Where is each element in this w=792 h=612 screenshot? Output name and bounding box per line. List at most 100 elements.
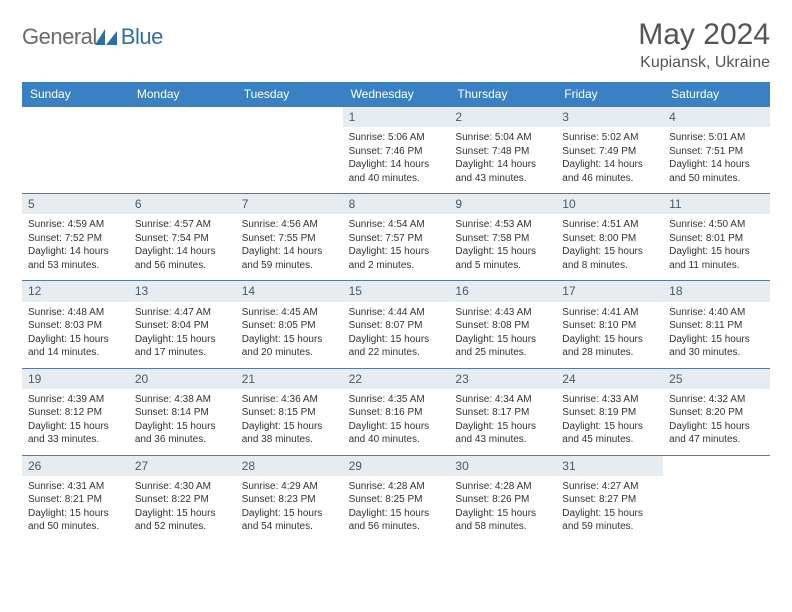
calendar-cell: 25Sunrise: 4:32 AMSunset: 8:20 PMDayligh… — [663, 368, 770, 455]
day-number: 3 — [556, 107, 663, 127]
sunset-line: Sunset: 8:14 PM — [135, 406, 230, 420]
day-number: 17 — [556, 281, 663, 301]
calendar-cell-empty — [236, 106, 343, 193]
daylight-line: Daylight: 15 hours and 2 minutes. — [349, 245, 444, 272]
daylight-line: Daylight: 15 hours and 43 minutes. — [455, 420, 550, 447]
calendar-cell: 23 Sunrise: 4:34 AMSunset: 8:17 PMDayligh… — [449, 368, 556, 455]
calendar-cell: 5Sunrise: 4:59 AMSunset: 7:52 PMDaylight… — [22, 193, 129, 280]
sunrise-line: Sunrise: 4:51 AM — [562, 218, 657, 232]
weekday-header: Thursday — [449, 82, 556, 106]
sunset-line: Sunset: 8:20 PM — [669, 406, 764, 420]
weekday-header: Sunday — [22, 82, 129, 106]
sunset-line: Sunset: 8:23 PM — [242, 493, 337, 507]
sunset-line: Sunset: 8:25 PM — [349, 493, 444, 507]
calendar-cell: 13Sunrise: 4:47 AMSunset: 8:04 PMDayligh… — [129, 280, 236, 367]
sunset-line: Sunset: 8:17 PM — [455, 406, 550, 420]
daylight-line: Daylight: 15 hours and 28 minutes. — [562, 333, 657, 360]
day-number: 9 — [449, 194, 556, 214]
daylight-line: Daylight: 15 hours and 8 minutes. — [562, 245, 657, 272]
day-number: 26 — [22, 456, 129, 476]
day-number: 19 — [22, 369, 129, 389]
day-number: 28 — [236, 456, 343, 476]
day-number: 4 — [663, 107, 770, 127]
calendar-cell: 27Sunrise: 4:30 AMSunset: 8:22 PMDayligh… — [129, 455, 236, 542]
weekday-header: Tuesday — [236, 82, 343, 106]
daylight-line: Daylight: 15 hours and 38 minutes. — [242, 420, 337, 447]
calendar-cell: 24Sunrise: 4:33 AMSunset: 8:19 PMDayligh… — [556, 368, 663, 455]
sunrise-line: Sunrise: 4:34 AM — [455, 393, 550, 407]
sunrise-line: Sunrise: 4:39 AM — [28, 393, 123, 407]
daylight-line: Daylight: 14 hours and 59 minutes. — [242, 245, 337, 272]
sunrise-line: Sunrise: 4:53 AM — [455, 218, 550, 232]
daylight-line: Daylight: 15 hours and 59 minutes. — [562, 507, 657, 534]
daylight-line: Daylight: 15 hours and 58 minutes. — [455, 507, 550, 534]
sunset-line: Sunset: 8:12 PM — [28, 406, 123, 420]
calendar-cell: 9Sunrise: 4:53 AMSunset: 7:58 PMDaylight… — [449, 193, 556, 280]
calendar-cell: 12Sunrise: 4:48 AMSunset: 8:03 PMDayligh… — [22, 280, 129, 367]
sunset-line: Sunset: 7:55 PM — [242, 232, 337, 246]
calendar-cell: 26Sunrise: 4:31 AMSunset: 8:21 PMDayligh… — [22, 455, 129, 542]
sunrise-line: Sunrise: 4:28 AM — [349, 480, 444, 494]
daylight-line: Daylight: 15 hours and 22 minutes. — [349, 333, 444, 360]
day-number: 29 — [343, 456, 450, 476]
daylight-line: Daylight: 14 hours and 46 minutes. — [562, 158, 657, 185]
sunrise-line: Sunrise: 4:31 AM — [28, 480, 123, 494]
calendar-cell: 21 Sunrise: 4:36 AMSunset: 8:15 PMDayligh… — [236, 368, 343, 455]
weekday-header: Wednesday — [343, 82, 450, 106]
sunset-line: Sunset: 8:08 PM — [455, 319, 550, 333]
calendar-cell: 3Sunrise: 5:02 AMSunset: 7:49 PMDaylight… — [556, 106, 663, 193]
sunset-line: Sunset: 8:01 PM — [669, 232, 764, 246]
sunrise-line: Sunrise: 4:38 AM — [135, 393, 230, 407]
calendar-cell: 7Sunrise: 4:56 AMSunset: 7:55 PMDaylight… — [236, 193, 343, 280]
sunset-line: Sunset: 7:48 PM — [455, 145, 550, 159]
day-number: 23 — [449, 369, 556, 389]
daylight-line: Daylight: 15 hours and 17 minutes. — [135, 333, 230, 360]
sunrise-line: Sunrise: 4:59 AM — [28, 218, 123, 232]
daylight-line: Daylight: 14 hours and 43 minutes. — [455, 158, 550, 185]
sunrise-line: Sunrise: 4:50 AM — [669, 218, 764, 232]
sunset-line: Sunset: 8:21 PM — [28, 493, 123, 507]
calendar-cell: 8Sunrise: 4:54 AMSunset: 7:57 PMDaylight… — [343, 193, 450, 280]
sunrise-line: Sunrise: 4:41 AM — [562, 306, 657, 320]
calendar-cell: 14Sunrise: 4:45 AMSunset: 8:05 PMDayligh… — [236, 280, 343, 367]
calendar-cell: 29Sunrise: 4:28 AMSunset: 8:25 PMDayligh… — [343, 455, 450, 542]
sunrise-line: Sunrise: 4:44 AM — [349, 306, 444, 320]
sunset-line: Sunset: 8:15 PM — [242, 406, 337, 420]
title-block: May 2024 Kupiansk, Ukraine — [638, 18, 770, 72]
daylight-line: Daylight: 15 hours and 36 minutes. — [135, 420, 230, 447]
day-number: 20 — [129, 369, 236, 389]
brand-logo: General Blue — [22, 18, 163, 50]
sunrise-line: Sunrise: 4:27 AM — [562, 480, 657, 494]
day-number: 6 — [129, 194, 236, 214]
daylight-line: Daylight: 14 hours and 50 minutes. — [669, 158, 764, 185]
calendar-cell: 28Sunrise: 4:29 AMSunset: 8:23 PMDayligh… — [236, 455, 343, 542]
calendar-cell: 19 Sunrise: 4:39 AMSunset: 8:12 PMDayligh… — [22, 368, 129, 455]
calendar-cell: 15Sunrise: 4:44 AMSunset: 8:07 PMDayligh… — [343, 280, 450, 367]
calendar-cell: 4Sunrise: 5:01 AMSunset: 7:51 PMDaylight… — [663, 106, 770, 193]
daylight-line: Daylight: 14 hours and 53 minutes. — [28, 245, 123, 272]
day-number: 31 — [556, 456, 663, 476]
day-number: 15 — [343, 281, 450, 301]
sunrise-line: Sunrise: 4:33 AM — [562, 393, 657, 407]
calendar-cell: 30Sunrise: 4:28 AMSunset: 8:26 PMDayligh… — [449, 455, 556, 542]
brand-part2: Blue — [121, 24, 163, 50]
sunrise-line: Sunrise: 4:29 AM — [242, 480, 337, 494]
daylight-line: Daylight: 14 hours and 56 minutes. — [135, 245, 230, 272]
sunrise-line: Sunrise: 5:01 AM — [669, 131, 764, 145]
calendar-cell: 20 Sunrise: 4:38 AMSunset: 8:14 PMDayligh… — [129, 368, 236, 455]
sunrise-line: Sunrise: 4:36 AM — [242, 393, 337, 407]
sunset-line: Sunset: 8:19 PM — [562, 406, 657, 420]
daylight-line: Daylight: 15 hours and 33 minutes. — [28, 420, 123, 447]
daylight-line: Daylight: 15 hours and 40 minutes. — [349, 420, 444, 447]
sunset-line: Sunset: 7:54 PM — [135, 232, 230, 246]
day-number: 11 — [663, 194, 770, 214]
sunrise-line: Sunrise: 4:35 AM — [349, 393, 444, 407]
daylight-line: Daylight: 15 hours and 30 minutes. — [669, 333, 764, 360]
sunset-line: Sunset: 8:00 PM — [562, 232, 657, 246]
daylight-line: Daylight: 15 hours and 20 minutes. — [242, 333, 337, 360]
day-number: 21 — [236, 369, 343, 389]
header: General Blue May 2024 Kupiansk, Ukraine — [22, 18, 770, 72]
sunset-line: Sunset: 7:52 PM — [28, 232, 123, 246]
day-number: 12 — [22, 281, 129, 301]
daylight-line: Daylight: 15 hours and 45 minutes. — [562, 420, 657, 447]
